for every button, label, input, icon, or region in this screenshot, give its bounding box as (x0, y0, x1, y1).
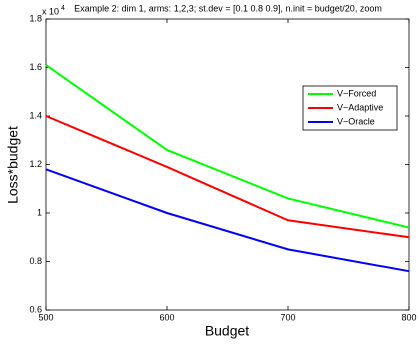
chart-title: Example 2: dim 1, arms: 1,2,3; st.dev = … (74, 3, 382, 13)
y-tick-label: 1.8 (29, 13, 42, 23)
x-tick-label: 800 (401, 312, 416, 322)
y-tick-label: 0.8 (29, 256, 42, 266)
y-tick-label: 1 (37, 207, 42, 217)
y-tick-label: 1.4 (29, 110, 42, 120)
legend-label: V−Forced (337, 88, 376, 98)
series-line (45, 64, 410, 229)
y-multiplier-exponent: 4 (61, 5, 65, 12)
x-tick-label: 700 (280, 312, 295, 322)
x-axis-label: Budget (205, 323, 249, 339)
y-multiplier: x 10 (42, 6, 59, 16)
x-tick-label: 600 (159, 312, 174, 322)
y-tick-label: 1.2 (29, 159, 42, 169)
y-tick-label: 1.6 (29, 62, 42, 72)
y-axis-label: Loss*budget (5, 126, 21, 204)
series-line (45, 168, 410, 273)
series-line (45, 115, 410, 239)
legend-label: V−Adaptive (337, 102, 383, 112)
y-tick-label: 0.6 (29, 304, 42, 314)
plot-area (45, 18, 410, 311)
legend-label: V−Oracle (337, 116, 375, 126)
x-tick-label: 500 (38, 312, 53, 322)
